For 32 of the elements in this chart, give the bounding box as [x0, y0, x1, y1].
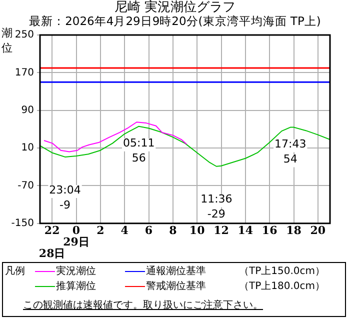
- x-tick-label: 16: [262, 224, 278, 237]
- y-tick-label: 250: [14, 30, 34, 41]
- annotation: 05:11 56: [122, 136, 155, 165]
- x-tick-label: 20: [310, 224, 326, 237]
- y-tick-label: 90: [21, 104, 34, 116]
- x-tick-label: 4: [120, 224, 129, 237]
- x-tick-label: 8: [169, 224, 178, 237]
- x-tick-label: 2: [96, 224, 104, 237]
- annotation: 23:04 -9: [49, 183, 81, 212]
- text: （TP上150.0cm）: [239, 265, 326, 278]
- x-tick-label: 6: [144, 224, 153, 237]
- chart-subtitle: 最新：2026年4月29日9時20分(東京湾平均海面 TP上): [28, 14, 322, 28]
- legend-label: 実況潮位: [56, 266, 96, 277]
- y-tick-label: -150: [11, 218, 34, 229]
- legend-title: 凡例: [5, 265, 25, 278]
- annotation: 11:36 -29: [200, 192, 232, 221]
- legend-label: 推算潮位: [56, 281, 96, 292]
- text: この観測値は速報値です。取り扱いにご注意下さい。: [23, 299, 263, 312]
- x-tick-label: 0 29日: [63, 224, 90, 249]
- x-tick-label: 12: [214, 224, 229, 237]
- x-tick-label: 10: [189, 224, 206, 237]
- text: （TP上180.0cm）: [239, 280, 326, 293]
- x-tick-label: 18: [286, 224, 302, 237]
- y-tick-label: 170: [14, 67, 34, 78]
- legend-label: 通報潮位基準: [146, 266, 206, 277]
- chart-title: 尼崎 実況潮位グラフ: [113, 0, 237, 15]
- y-tick-label: 10: [21, 142, 34, 154]
- legend-label: 警戒潮位基準: [146, 281, 206, 292]
- y-tick-label: -70: [18, 180, 34, 192]
- annotation: 17:43 54: [274, 138, 306, 166]
- x-tick-label: 14: [238, 224, 254, 237]
- y-axis-title: 潮位: [2, 26, 12, 54]
